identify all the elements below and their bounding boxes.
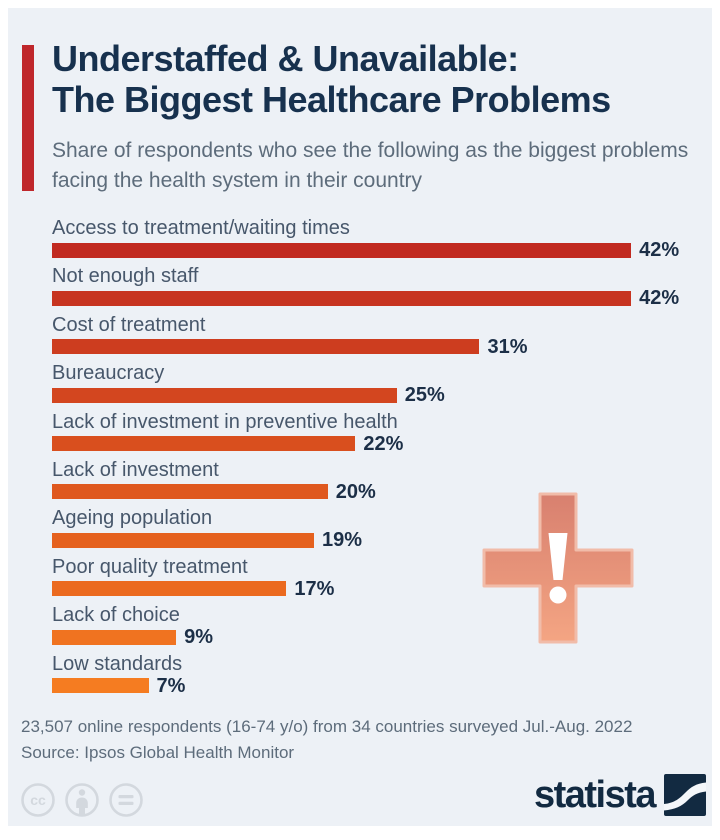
bar-value: 19% xyxy=(322,529,363,552)
bar-label: Lack of investment in preventive health xyxy=(52,410,398,433)
bar-line: 19% xyxy=(52,529,708,552)
source-note: Source: Ipsos Global Health Monitor xyxy=(21,743,295,762)
chart-row: Lack of choice 9% xyxy=(52,602,708,650)
statista-logo[interactable]: statista xyxy=(534,772,706,818)
bar-line: 9% xyxy=(52,626,708,649)
bar-value: 7% xyxy=(156,674,186,697)
bar-line: 42% xyxy=(52,287,708,310)
equal-no-derivatives-icon[interactable] xyxy=(108,782,144,818)
bar-value: 42% xyxy=(639,239,680,261)
chart-row: Ageing population 19% xyxy=(52,505,708,553)
bar-line: 7% xyxy=(52,674,708,697)
bar-label: Low standards xyxy=(52,652,183,675)
bar-line: 22% xyxy=(52,432,708,455)
chart-row: Low standards 7% xyxy=(52,651,708,699)
bar-value: 9% xyxy=(184,626,214,649)
chart-row: Poor quality treatment 17% xyxy=(52,554,708,602)
chart-row: Bureaucracy 25% xyxy=(52,360,708,408)
svg-text:cc: cc xyxy=(30,792,46,808)
bar xyxy=(52,629,177,645)
exclamation-stem xyxy=(548,533,568,580)
medical-cross-warning-icon xyxy=(482,492,634,644)
bar-line: 25% xyxy=(52,384,708,407)
bar-label: Cost of treatment xyxy=(52,313,206,336)
bar-label: Bureaucracy xyxy=(52,362,165,385)
bar-label: Lack of choice xyxy=(52,604,180,627)
bar xyxy=(52,436,356,452)
bar-value: 31% xyxy=(487,335,528,358)
survey-note: 23,507 online respondents (16-74 y/o) fr… xyxy=(21,717,633,736)
exclamation-dot xyxy=(549,586,567,604)
chart-row: Lack of investment 20% xyxy=(52,457,708,505)
bar-line: 17% xyxy=(52,577,708,600)
bar-line: 42% xyxy=(52,239,708,261)
bar-label: Lack of investment xyxy=(52,458,219,481)
title-line-1: Understaffed & Unavailable: xyxy=(52,38,519,79)
attribution-person-icon[interactable] xyxy=(64,782,100,818)
bar-line: 31% xyxy=(52,335,708,358)
chart-row: Lack of investment in preventive health … xyxy=(52,409,708,457)
bar xyxy=(52,678,149,694)
bar-line: 20% xyxy=(52,480,708,503)
bar xyxy=(52,290,632,306)
chart-row: Access to treatment/waiting times 42% xyxy=(52,215,708,263)
bar xyxy=(52,532,314,548)
cc-license-icons: cc xyxy=(20,782,144,818)
cc-icon[interactable]: cc xyxy=(20,782,56,818)
chart-row: Not enough staff 42% xyxy=(52,263,708,311)
title-line-2: The Biggest Healthcare Problems xyxy=(52,79,611,120)
bar-value: 17% xyxy=(294,577,335,600)
chart-row: Cost of treatment 31% xyxy=(52,312,708,360)
bar xyxy=(52,484,328,500)
bar-value: 25% xyxy=(404,384,445,407)
bar-chart: Access to treatment/waiting times 42% No… xyxy=(52,215,708,699)
bar xyxy=(52,387,397,403)
statista-logo-mark xyxy=(664,774,706,816)
bar-label: Ageing population xyxy=(52,507,213,530)
bar-label: Access to treatment/waiting times xyxy=(52,217,350,239)
bar xyxy=(52,581,287,597)
bar xyxy=(52,242,632,258)
bar-label: Poor quality treatment xyxy=(52,555,248,578)
chart-subtitle: Share of respondents who see the followi… xyxy=(52,139,689,192)
bar-value: 42% xyxy=(639,287,680,310)
bar xyxy=(52,339,480,355)
page-title: Understaffed & Unavailable: The Biggest … xyxy=(52,38,611,120)
bar-label: Not enough staff xyxy=(52,265,199,288)
statista-wordmark: statista xyxy=(533,774,657,816)
bar-value: 20% xyxy=(335,480,376,503)
title-accent-bar xyxy=(22,45,34,191)
bar-value: 22% xyxy=(363,432,404,455)
